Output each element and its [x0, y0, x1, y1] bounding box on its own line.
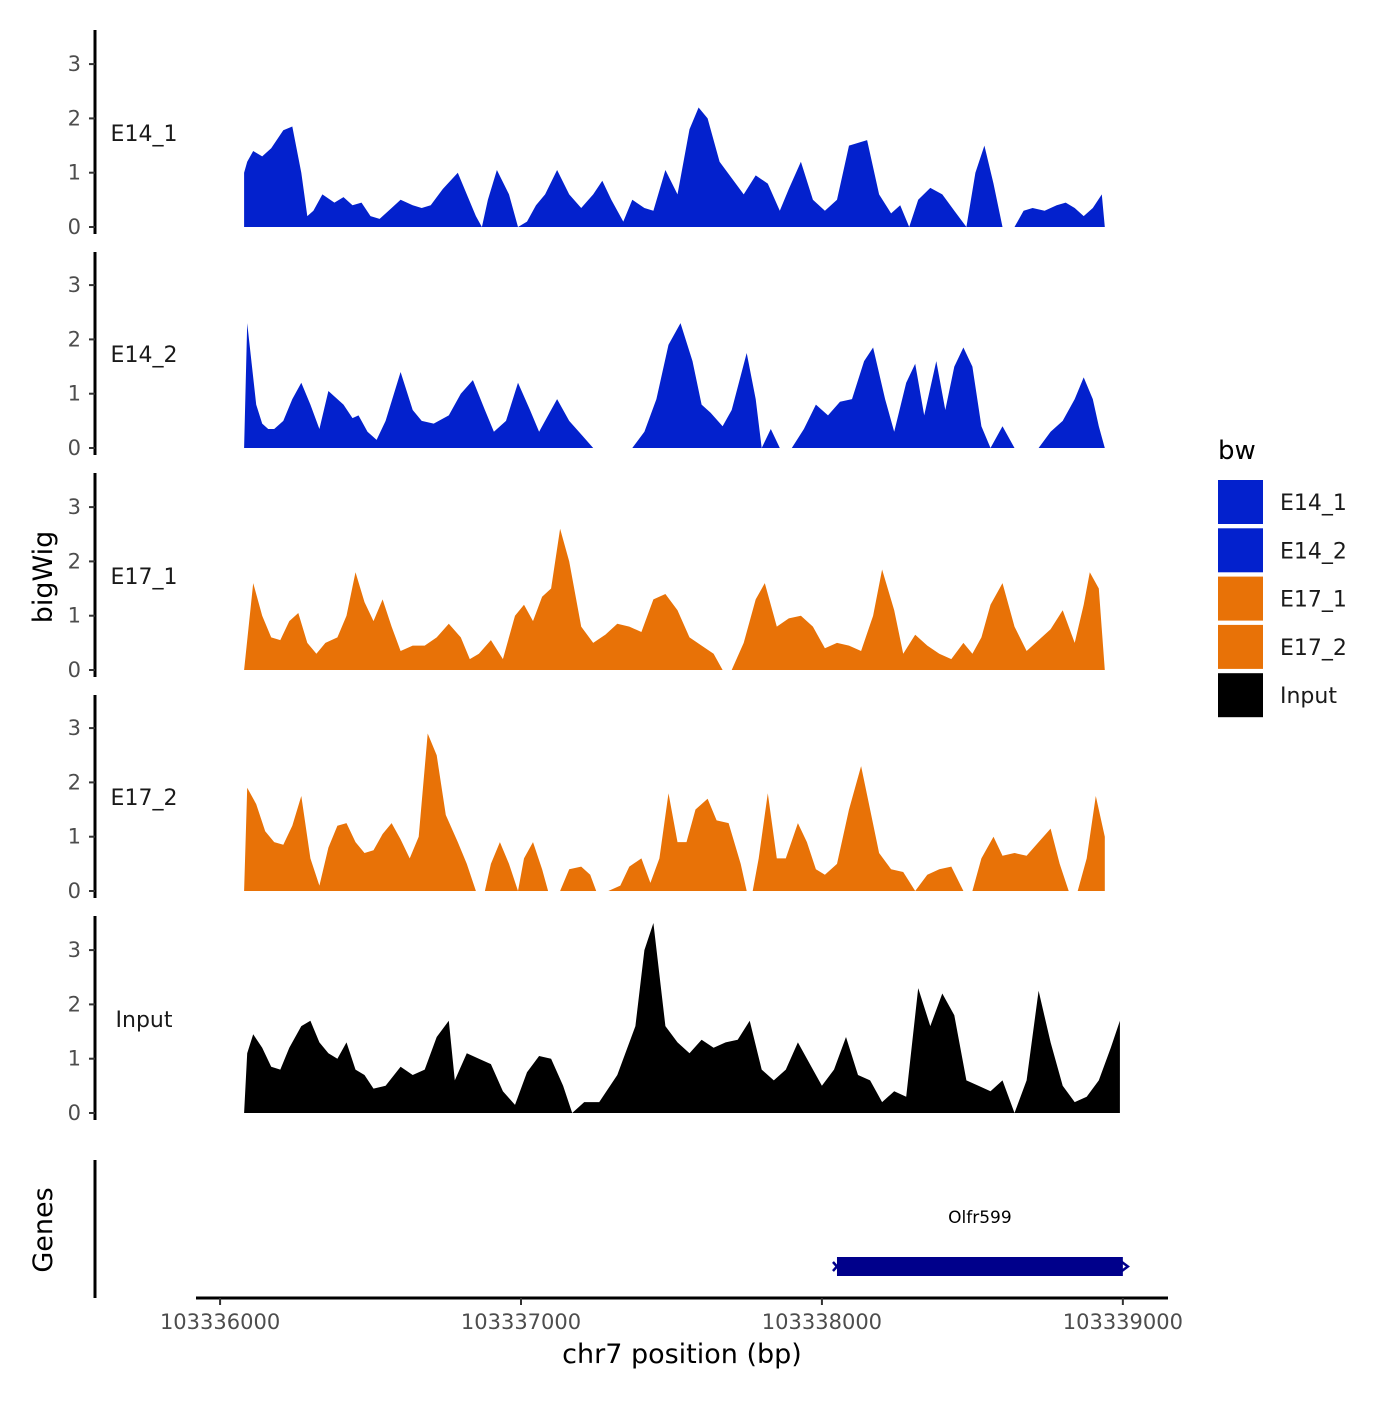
x-tick-label: 103336000	[160, 1310, 280, 1334]
coverage-area	[244, 923, 1120, 1113]
coverage-tracks: 0 1 2 3 E14_1 0 1 2 3 E14_2 0 1 2 3 E17_1 0 1 2 3 E17_2 0 1 2 3…	[68, 30, 1120, 1125]
y-tick-label: 2	[68, 770, 81, 794]
y-tick-label: 0	[68, 658, 81, 682]
y-tick-label: 1	[68, 604, 81, 628]
legend-label: E17_1	[1280, 588, 1347, 613]
x-tick-label: 103337000	[461, 1310, 581, 1334]
coverage-area	[244, 733, 1105, 891]
gene-body	[836, 1257, 1123, 1276]
legend: bw E14_1 E14_2 E17_1 E17_2 Input	[1218, 436, 1347, 718]
y-tick-label: 1	[68, 161, 81, 185]
x-tick-label: 103339000	[1063, 1310, 1183, 1334]
coverage-area	[244, 528, 1105, 670]
x-axis-title: chr7 position (bp)	[562, 1339, 802, 1370]
y-tick-label: 3	[68, 273, 81, 297]
legend-title: bw	[1218, 436, 1256, 466]
track-e14-2: 0 1 2 3 E14_2	[68, 252, 1105, 460]
genes-axis-title: Genes	[28, 1187, 59, 1272]
track-label: Input	[116, 1008, 173, 1033]
legend-swatch	[1218, 673, 1263, 718]
y-tick-label: 0	[68, 1101, 81, 1125]
track-e14-1: 0 1 2 3 E14_1	[68, 30, 1105, 239]
y-axis-title: bigWig	[28, 531, 59, 624]
y-tick-label: 1	[68, 1047, 81, 1071]
legend-label: E17_2	[1280, 636, 1347, 661]
coverage-area	[244, 323, 1105, 448]
legend-swatch	[1218, 624, 1263, 669]
y-tick-label: 2	[68, 549, 81, 573]
y-tick-label: 1	[68, 382, 81, 406]
track-label: E14_2	[111, 343, 178, 368]
legend-swatch	[1218, 528, 1263, 573]
gene-track: Olfr599	[93, 1160, 1130, 1298]
legend-label: E14_1	[1280, 491, 1347, 516]
y-tick-label: 0	[68, 879, 81, 903]
legend-swatch	[1218, 480, 1263, 524]
y-tick-label: 3	[68, 716, 81, 740]
gene-label: Olfr599	[948, 1208, 1012, 1228]
legend-swatch	[1218, 576, 1263, 621]
track-input: 0 1 2 3 Input	[68, 916, 1120, 1125]
track-label: E17_2	[111, 786, 178, 811]
y-tick-label: 2	[68, 327, 81, 351]
strand-marker	[1121, 1261, 1130, 1272]
y-tick-label: 2	[68, 106, 81, 130]
legend-label: Input	[1280, 684, 1337, 709]
x-tick-label: 103338000	[762, 1310, 882, 1334]
y-tick-label: 1	[68, 825, 81, 849]
strand-marker	[832, 1261, 842, 1272]
track-label: E17_1	[111, 565, 178, 590]
track-label: E14_1	[111, 122, 178, 147]
y-tick-label: 3	[68, 52, 81, 76]
y-tick-label: 2	[68, 992, 81, 1016]
track-e17-1: 0 1 2 3 E17_1	[68, 473, 1105, 682]
legend-label: E14_2	[1280, 539, 1347, 564]
y-tick-label: 0	[68, 215, 81, 239]
coverage-area	[244, 107, 1105, 227]
track-e17-2: 0 1 2 3 E17_2	[68, 695, 1105, 903]
y-tick-label: 0	[68, 436, 81, 460]
y-tick-label: 3	[68, 938, 81, 962]
y-tick-label: 3	[68, 495, 81, 519]
x-axis: 103336000 103337000 103338000 103339000	[160, 1296, 1183, 1334]
